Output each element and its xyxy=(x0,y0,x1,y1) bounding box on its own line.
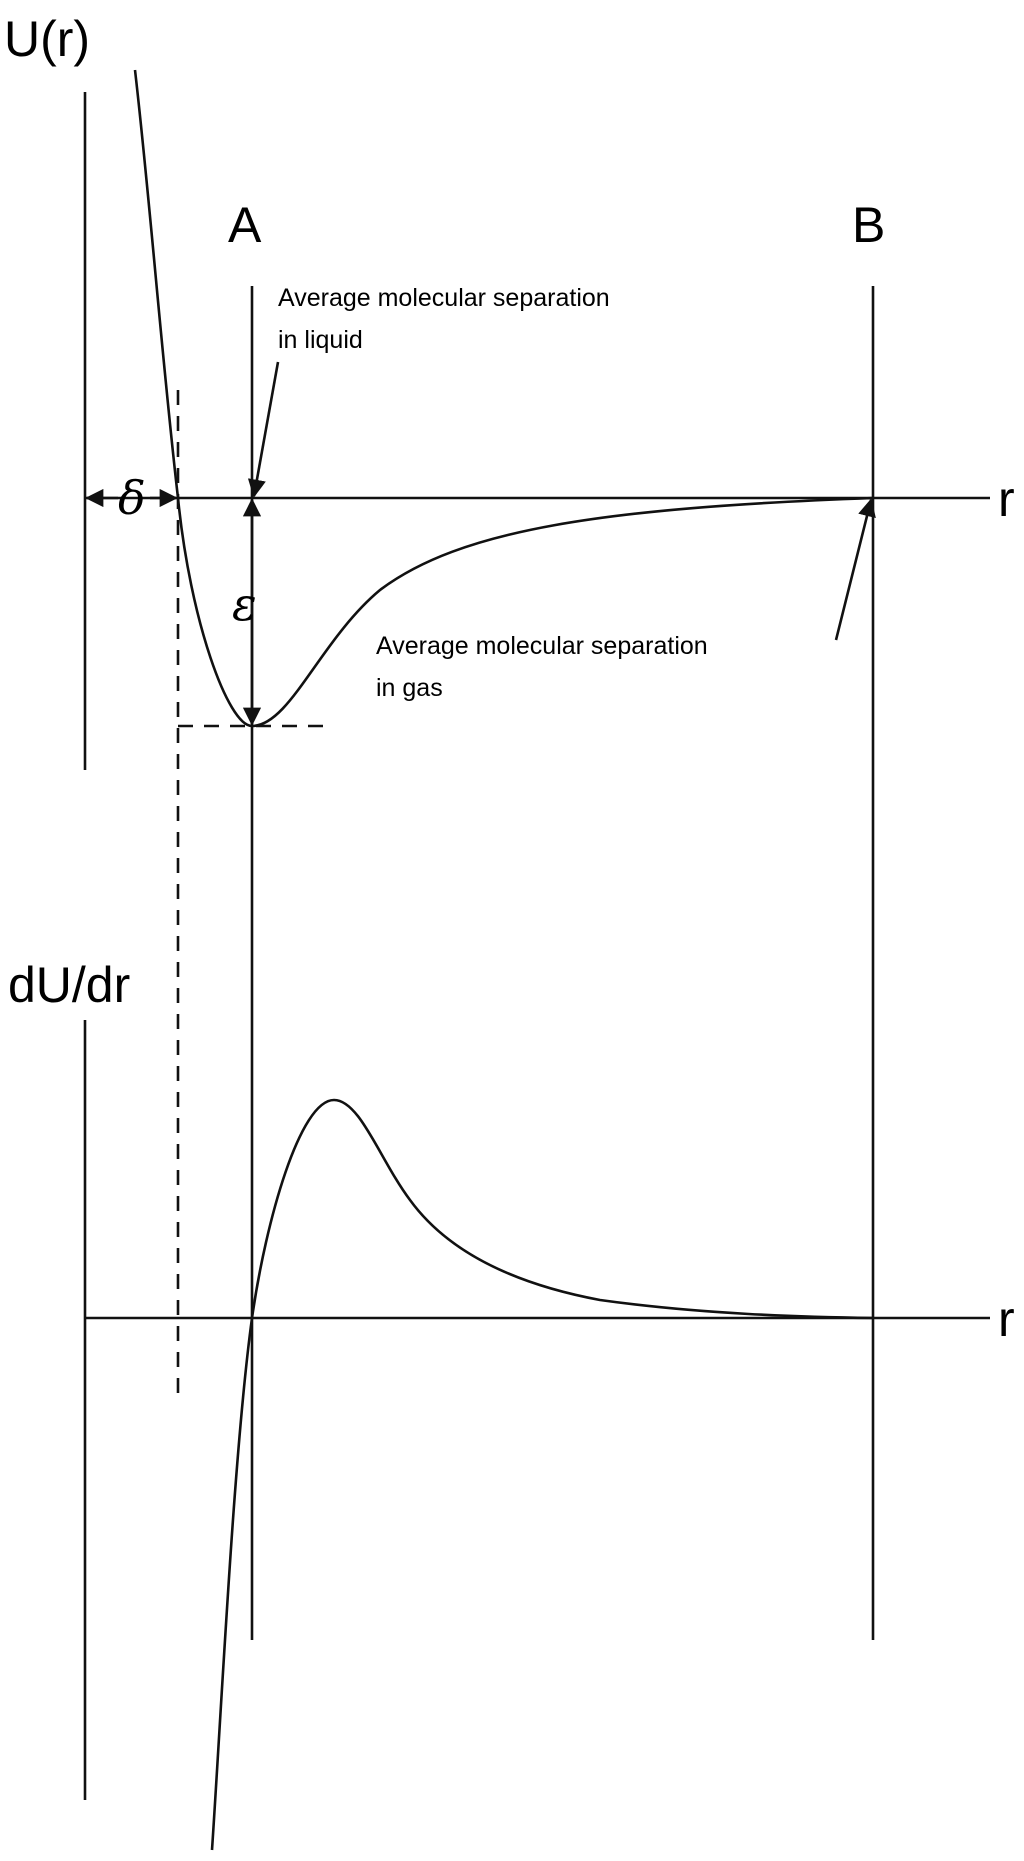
r-axis-label-top: r xyxy=(998,471,1015,527)
du-dr-axis-label: dU/dr xyxy=(8,957,130,1013)
r-axis-label-bottom: r xyxy=(998,1291,1015,1347)
liquid-note-line1: Average molecular separation xyxy=(278,284,610,312)
potential-energy-curve xyxy=(133,69,874,728)
marker-b-label: B xyxy=(852,197,885,253)
gas-note-line2: in gas xyxy=(376,674,443,702)
gas-pointer-arrow xyxy=(834,498,876,641)
delta-symbol: δ xyxy=(118,471,146,525)
epsilon-symbol: ε xyxy=(232,577,257,631)
force-derivative-curve xyxy=(210,1098,874,1851)
liquid-note-line2: in liquid xyxy=(278,326,363,354)
liquid-pointer-arrow xyxy=(247,361,280,498)
gas-note-line1: Average molecular separation xyxy=(376,632,708,660)
u-r-axis-label: U(r) xyxy=(4,11,90,67)
marker-a-label: A xyxy=(228,197,262,253)
